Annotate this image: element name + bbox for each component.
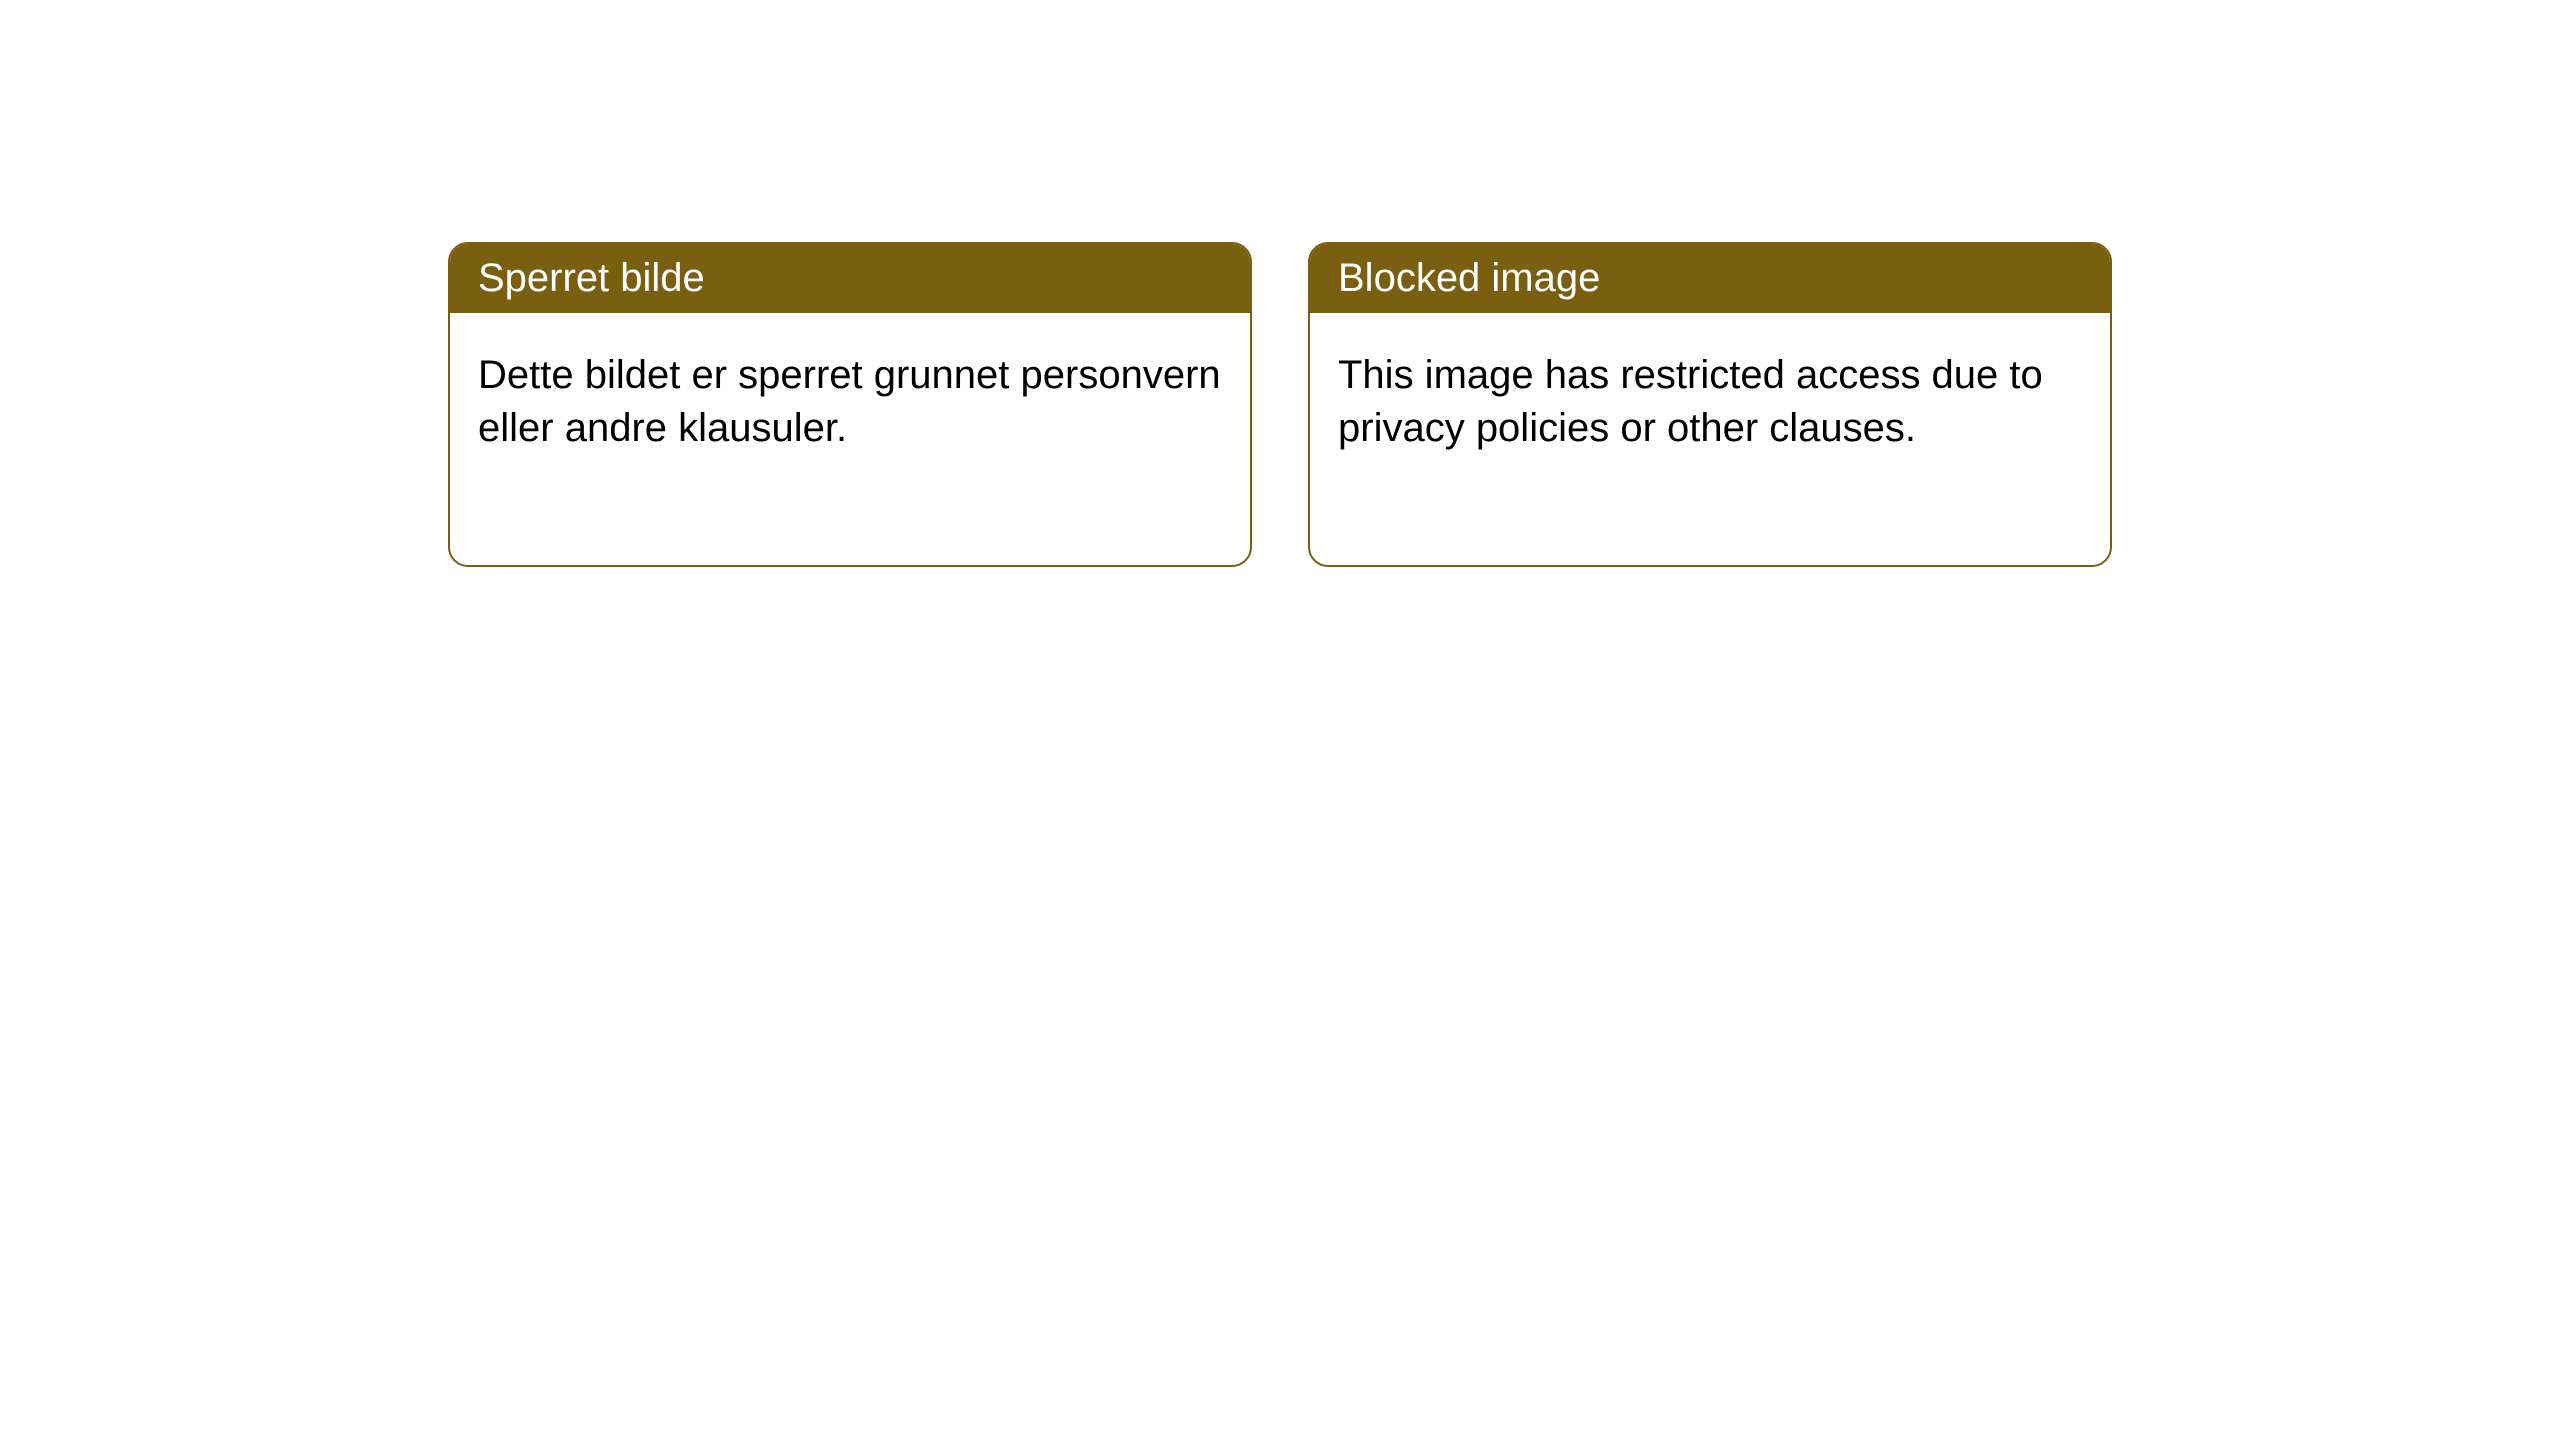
card-body-text: This image has restricted access due to … <box>1338 353 2043 450</box>
card-header: Sperret bilde <box>450 244 1250 313</box>
card-body: Dette bildet er sperret grunnet personve… <box>450 313 1250 565</box>
card-title: Sperret bilde <box>478 256 705 300</box>
card-header: Blocked image <box>1310 244 2110 313</box>
notice-card-norwegian: Sperret bilde Dette bildet er sperret gr… <box>448 242 1252 567</box>
notice-cards-container: Sperret bilde Dette bildet er sperret gr… <box>448 242 2112 567</box>
card-body-text: Dette bildet er sperret grunnet personve… <box>478 353 1221 450</box>
notice-card-english: Blocked image This image has restricted … <box>1308 242 2112 567</box>
card-title: Blocked image <box>1338 256 1600 300</box>
card-body: This image has restricted access due to … <box>1310 313 2110 565</box>
